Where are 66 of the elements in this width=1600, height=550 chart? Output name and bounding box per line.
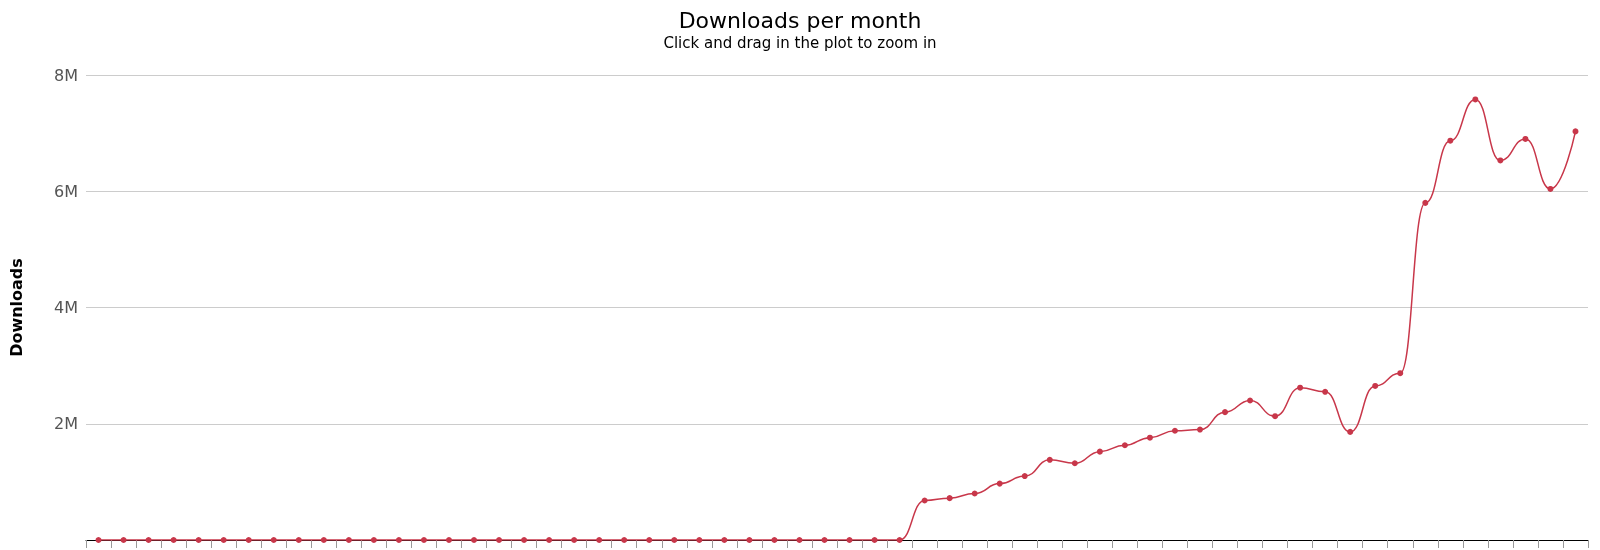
point — [1096, 448, 1103, 455]
point — [170, 537, 177, 543]
point — [496, 537, 503, 543]
point — [471, 537, 478, 543]
point — [320, 537, 327, 543]
point — [95, 537, 102, 543]
point — [696, 537, 703, 543]
point — [1046, 456, 1053, 463]
point — [1021, 473, 1028, 480]
point — [721, 537, 728, 543]
point — [621, 537, 628, 543]
point — [1222, 409, 1229, 416]
chart-subtitle: Click and drag in the plot to zoom in — [663, 33, 937, 52]
point — [796, 537, 803, 543]
point — [1347, 428, 1354, 435]
point — [946, 495, 953, 502]
point — [395, 537, 402, 543]
point — [1497, 157, 1504, 164]
point — [746, 537, 753, 543]
point — [1547, 185, 1554, 192]
point — [821, 537, 828, 543]
y-axis-title: Downloads — [6, 258, 26, 357]
point — [445, 537, 452, 543]
point — [596, 537, 603, 543]
point — [1397, 370, 1404, 377]
point — [546, 537, 553, 543]
point — [295, 537, 302, 543]
point — [120, 537, 127, 543]
point — [1196, 426, 1203, 433]
point — [871, 537, 878, 543]
point — [1372, 382, 1379, 389]
point — [521, 537, 528, 543]
point — [270, 537, 277, 543]
point — [1272, 413, 1279, 420]
chart-title: Downloads per month — [678, 7, 922, 33]
point — [420, 537, 427, 543]
point — [1146, 434, 1153, 441]
point — [370, 537, 377, 543]
point — [771, 537, 778, 543]
point — [996, 480, 1003, 487]
point — [1572, 128, 1579, 135]
point — [846, 537, 853, 543]
y-tick-label: 6M — [54, 181, 78, 201]
point — [1322, 388, 1329, 395]
point — [1472, 96, 1479, 103]
point — [1447, 137, 1454, 144]
point — [1071, 460, 1078, 467]
point — [921, 497, 928, 504]
point — [1247, 397, 1254, 404]
point — [671, 537, 678, 543]
point — [896, 537, 903, 543]
point — [646, 537, 653, 543]
point — [1422, 199, 1429, 206]
point — [220, 537, 227, 543]
point — [1297, 384, 1304, 391]
point — [145, 537, 152, 543]
point — [571, 537, 578, 543]
y-tick-label: 2M — [54, 414, 78, 434]
point — [1171, 427, 1178, 434]
point — [345, 537, 352, 543]
point — [1522, 135, 1529, 142]
y-tick-label: 4M — [54, 298, 78, 317]
y-tick-label: 8M — [54, 65, 78, 85]
point — [245, 537, 252, 543]
point — [1121, 442, 1128, 449]
point — [195, 537, 202, 543]
